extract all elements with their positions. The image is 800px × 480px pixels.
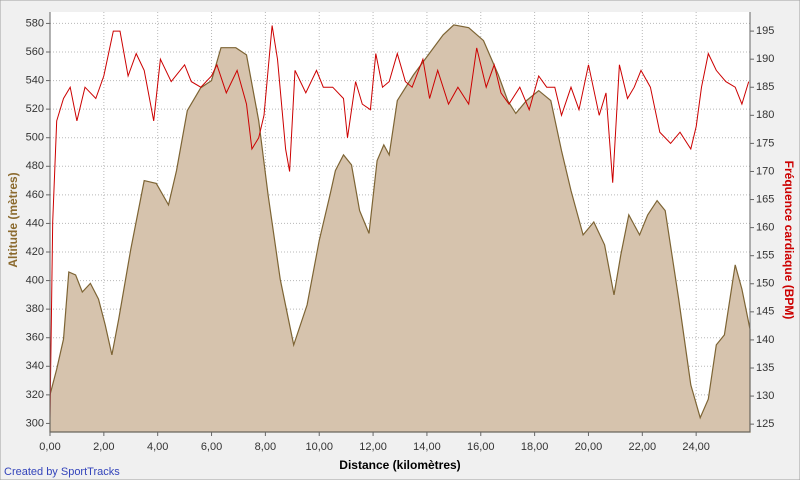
y-tick-label: 300	[26, 417, 44, 429]
y2-tick-label: 125	[756, 418, 774, 430]
y2-tick-label: 180	[756, 109, 774, 121]
credit-link[interactable]: Created by SportTracks	[4, 466, 120, 478]
altitude-area	[49, 24, 751, 433]
y-tick-label: 320	[26, 389, 44, 401]
x-tick-label: 2,00	[93, 441, 114, 453]
y2-axis-title: Fréquence cardiaque (BPM)	[782, 161, 796, 320]
x-tick-label: 10,00	[305, 441, 333, 453]
x-tick-label: 6,00	[201, 441, 222, 453]
y-tick-label: 380	[26, 303, 44, 315]
x-tick-label: 8,00	[255, 441, 276, 453]
y2-tick-label: 175	[756, 137, 774, 149]
y2-tick-label: 185	[756, 81, 774, 93]
y2-tick-label: 190	[756, 53, 774, 65]
y-tick-label: 560	[26, 46, 44, 58]
y2-tick-label: 150	[756, 278, 774, 290]
y2-tick-label: 135	[756, 362, 774, 374]
y2-tick-label: 155	[756, 250, 774, 262]
x-tick-label: 22,00	[629, 441, 657, 453]
y-tick-label: 360	[26, 332, 44, 344]
y2-tick-label: 195	[756, 25, 774, 37]
x-tick-label: 12,00	[359, 441, 387, 453]
y-tick-label: 480	[26, 160, 44, 172]
x-tick-label: 0,00	[39, 441, 60, 453]
x-tick-label: 20,00	[575, 441, 603, 453]
y2-tick-label: 140	[756, 334, 774, 346]
y2-tick-label: 160	[756, 222, 774, 234]
x-tick-label: 18,00	[521, 441, 549, 453]
y2-tick-label: 145	[756, 306, 774, 318]
y-tick-label: 580	[26, 17, 44, 29]
y-axis-title: Altitude (mètres)	[6, 172, 20, 267]
x-tick-label: 24,00	[682, 441, 710, 453]
y-tick-label: 500	[26, 132, 44, 144]
y-tick-label: 460	[26, 189, 44, 201]
y2-tick-label: 170	[756, 165, 774, 177]
y2-tick-label: 165	[756, 193, 774, 205]
heart-rate-line	[49, 25, 750, 419]
y-tick-label: 420	[26, 246, 44, 258]
y-tick-label: 440	[26, 217, 44, 229]
x-axis-title: Distance (kilomètres)	[339, 458, 460, 472]
x-tick-label: 4,00	[147, 441, 168, 453]
x-tick-label: 14,00	[413, 441, 441, 453]
y-tick-label: 400	[26, 274, 44, 286]
y-tick-label: 540	[26, 74, 44, 86]
x-tick-label: 16,00	[467, 441, 495, 453]
y-tick-label: 520	[26, 103, 44, 115]
y-tick-label: 340	[26, 360, 44, 372]
y2-tick-label: 130	[756, 390, 774, 402]
